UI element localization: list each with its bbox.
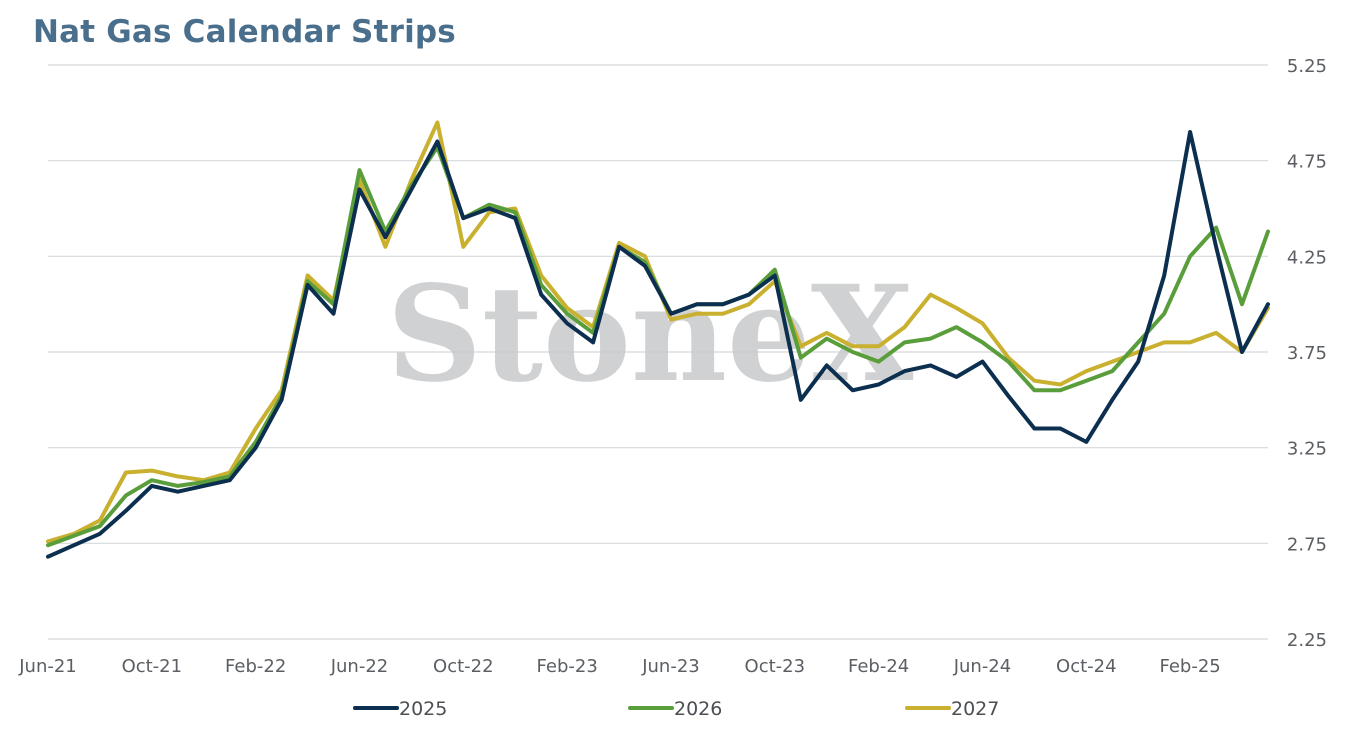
- legend-item-2025: 2025: [353, 698, 447, 720]
- x-tick-label: Feb-23: [537, 656, 598, 677]
- legend-item-2026: 2026: [628, 698, 722, 720]
- y-tick-label: 4.25: [1287, 247, 1327, 268]
- watermark-logo: StoneX: [387, 257, 914, 412]
- x-tick-label: Jun-23: [641, 656, 700, 677]
- x-tick-label: Oct-24: [1056, 656, 1117, 677]
- legend-label: 2026: [674, 698, 722, 720]
- x-tick-label: Oct-23: [745, 656, 806, 677]
- x-tick-label: Oct-22: [433, 656, 494, 677]
- x-tick-label: Feb-22: [225, 656, 286, 677]
- chart-title: Nat Gas Calendar Strips: [33, 14, 456, 50]
- x-tick-label: Jun-21: [18, 656, 77, 677]
- x-axis-ticks: Jun-21 Oct-21 Feb-22 Jun-22 Oct-22 Feb-23 Jun-…: [18, 656, 1221, 677]
- x-tick-label: Feb-25: [1159, 656, 1220, 677]
- y-tick-label: 4.75: [1287, 152, 1327, 173]
- y-axis-ticks: 2.25 2.75 3.25 3.75 4.25 4.75 5.25: [1287, 56, 1327, 651]
- legend-item-2027: 2027: [905, 698, 999, 720]
- series-lines: [46, 120, 1270, 559]
- x-tick-label: Oct-21: [122, 656, 183, 677]
- y-tick-label: 2.75: [1287, 534, 1327, 555]
- legend-label: 2027: [951, 698, 999, 720]
- x-tick-label: Jun-24: [953, 656, 1012, 677]
- legend-label: 2025: [399, 698, 447, 720]
- legend: 2025 2026 2027: [353, 698, 999, 720]
- y-tick-label: 2.25: [1287, 630, 1327, 651]
- y-tick-label: 5.25: [1287, 56, 1327, 77]
- y-tick-label: 3.25: [1287, 439, 1327, 460]
- x-tick-label: Jun-22: [330, 656, 389, 677]
- series-line-2025: [46, 130, 1270, 559]
- y-tick-label: 3.75: [1287, 343, 1327, 364]
- x-tick-label: Feb-24: [848, 656, 909, 677]
